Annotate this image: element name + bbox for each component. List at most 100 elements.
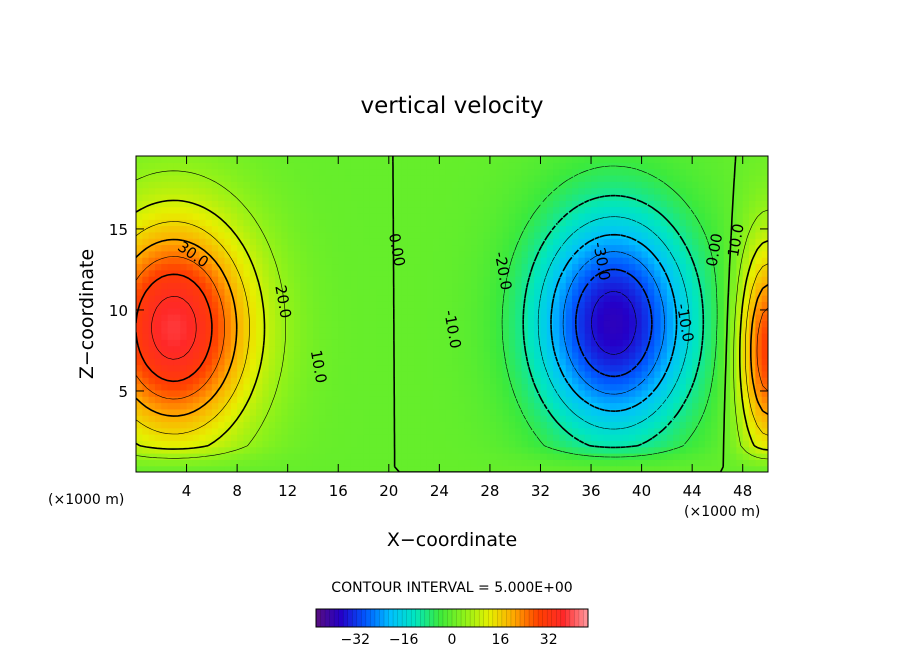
field-cell (540, 440, 548, 448)
field-cell (186, 370, 194, 378)
field-cell (192, 162, 200, 170)
field-cell (477, 250, 485, 258)
field-cell (224, 269, 232, 277)
field-cell (534, 212, 542, 220)
field-cell (205, 187, 213, 195)
field-cell (521, 244, 529, 252)
field-cell (294, 465, 301, 472)
field-cell (527, 351, 535, 359)
field-cell (647, 358, 655, 366)
field-cell (761, 244, 768, 252)
field-cell (452, 370, 459, 378)
field-cell (363, 200, 371, 208)
field-cell (161, 174, 169, 182)
field-cell (584, 326, 592, 334)
field-cell (433, 459, 440, 467)
field-cell (660, 332, 668, 340)
field-cell (679, 351, 687, 359)
field-cell (142, 396, 150, 404)
field-cell (230, 193, 238, 201)
field-cell (401, 383, 409, 391)
field-cell (154, 427, 162, 435)
field-cell (205, 156, 213, 163)
field-cell (578, 465, 586, 472)
field-cell (420, 396, 428, 404)
field-cell (426, 351, 434, 359)
field-cell (616, 339, 624, 347)
field-cell (363, 421, 371, 429)
field-cell (470, 446, 478, 454)
field-cell (572, 168, 579, 176)
field-cell (704, 162, 712, 170)
field-cell (256, 156, 263, 163)
field-cell (553, 402, 561, 410)
field-cell (755, 314, 763, 321)
field-cell (211, 174, 219, 182)
field-cell (136, 370, 143, 378)
field-cell (679, 181, 687, 189)
field-cell (199, 174, 207, 182)
field-cell (464, 377, 472, 385)
field-cell (508, 295, 516, 302)
field-cell (717, 440, 725, 448)
field-cell (382, 440, 390, 448)
field-cell (300, 174, 308, 182)
field-cell (546, 307, 554, 315)
field-cell (281, 383, 289, 391)
field-cell (363, 377, 371, 385)
field-cell (489, 219, 497, 227)
field-cell (458, 181, 466, 189)
field-cell (470, 307, 478, 315)
field-cell (477, 465, 485, 472)
field-cell (426, 193, 434, 201)
field-cell (249, 345, 257, 353)
field-cell (540, 396, 548, 404)
field-cell (445, 263, 453, 271)
field-cell (249, 282, 257, 290)
field-cell (167, 427, 175, 435)
field-cell (433, 301, 440, 309)
field-cell (218, 250, 226, 258)
field-cell (546, 370, 554, 378)
field-cell (761, 193, 768, 201)
field-cell (376, 402, 384, 410)
field-cell (673, 263, 681, 271)
field-cell (445, 250, 453, 258)
field-cell (243, 427, 251, 435)
field-cell (673, 434, 681, 441)
field-cell (692, 219, 700, 227)
field-cell (553, 339, 561, 347)
field-cell (167, 396, 175, 404)
field-cell (698, 351, 706, 359)
field-cell (755, 200, 763, 208)
field-cell (357, 434, 365, 441)
field-cell (161, 269, 169, 277)
field-cell (546, 181, 554, 189)
field-cell (559, 421, 567, 429)
field-cell (205, 257, 213, 265)
field-cell (275, 453, 282, 460)
field-cell (325, 244, 333, 252)
field-cell (603, 295, 611, 302)
field-cell (161, 459, 169, 467)
field-cell (521, 351, 529, 359)
field-cell (186, 459, 194, 467)
field-cell (458, 389, 466, 397)
field-cell (382, 434, 390, 441)
field-cell (540, 314, 548, 321)
field-cell (685, 181, 693, 189)
field-cell (344, 282, 352, 290)
field-cell (647, 383, 655, 391)
field-cell (534, 358, 542, 366)
field-cell (167, 408, 175, 416)
field-cell (477, 364, 485, 372)
field-cell (717, 396, 725, 404)
field-cell (489, 434, 497, 441)
field-cell (610, 453, 617, 460)
field-cell (186, 396, 194, 404)
field-cell (199, 238, 207, 246)
field-cell (755, 263, 763, 271)
field-cell (527, 187, 535, 195)
field-cell (597, 276, 605, 283)
field-cell (439, 459, 447, 467)
